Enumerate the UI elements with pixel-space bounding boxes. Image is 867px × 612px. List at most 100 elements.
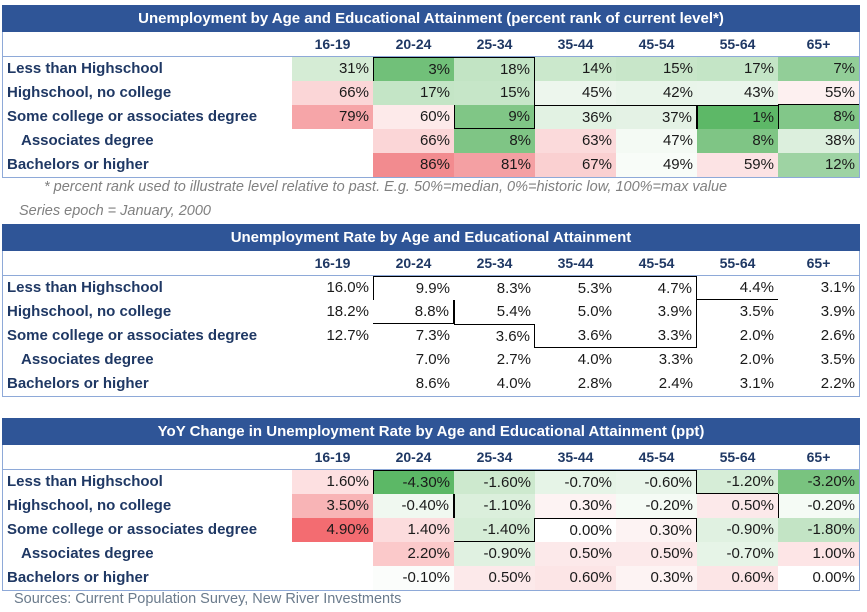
data-cell: 5.0%: [577, 303, 612, 320]
column-header: 65+: [806, 255, 831, 271]
rate-table-body: 16-19 20-24 25-34 35-44 45-54 55-64 65+ Less th…: [2, 251, 860, 397]
column-header: 55-64: [719, 36, 756, 52]
header-spacer: [3, 251, 292, 275]
data-cell: 0.30%: [616, 518, 697, 542]
row-label: Associates degree: [21, 351, 154, 368]
data-cell: -0.90%: [697, 518, 778, 542]
data-cell: 81%: [454, 153, 535, 177]
data-cell: 55%: [778, 81, 859, 105]
column-header: 20-24: [395, 449, 432, 465]
data-cell: 3.6%: [454, 324, 535, 348]
data-cell: 12%: [778, 153, 859, 177]
data-cell: 2.7%: [496, 351, 531, 368]
column-header: 16-19: [314, 36, 351, 52]
row-label: Some college or associates degree: [7, 521, 258, 538]
column-header: 16-19: [314, 255, 351, 271]
data-cell: [292, 348, 373, 372]
column-header: 45-54: [638, 36, 675, 52]
data-cell: 0.60%: [697, 566, 778, 590]
data-cell: 2.0%: [739, 351, 774, 368]
column-header-row: 16-19 20-24 25-34 35-44 45-54 55-64 65+: [3, 251, 859, 275]
data-cell: 3.5%: [739, 303, 774, 320]
column-header-row: 16-19 20-24 25-34 35-44 45-54 55-64 65+: [3, 445, 859, 469]
data-cell: 12.7%: [326, 327, 369, 344]
data-cell: 5.4%: [454, 300, 535, 324]
data-cell: -1.60%: [454, 470, 535, 494]
table-row: Less than Highschool 1.60% -4.30% -1.60% -0.…: [3, 469, 859, 494]
table-row: Associates degree 7.0% 2.7% 4.0% 3.3% 2.0% 3.5…: [3, 348, 859, 372]
row-label: Bachelors or higher: [7, 569, 149, 586]
table-row: Some college or associates degree 12.7% 7.…: [3, 324, 859, 348]
data-cell: 3.6%: [535, 324, 616, 348]
column-header: 45-54: [638, 255, 675, 271]
column-header: 25-34: [476, 255, 513, 271]
data-cell: 0.00%: [778, 566, 859, 590]
column-header: 35-44: [557, 255, 594, 271]
data-cell: 8.8%: [373, 300, 454, 324]
row-label: Less than Highschool: [7, 473, 163, 490]
data-cell: 18.2%: [326, 303, 369, 320]
data-cell: [292, 542, 373, 566]
data-cell: 18%: [454, 57, 535, 81]
column-header: 20-24: [395, 36, 432, 52]
table-row: Some college or associates degree 79% 60% 9…: [3, 105, 859, 129]
data-cell: 47%: [616, 129, 697, 153]
row-label: Bachelors or higher: [7, 375, 149, 392]
data-cell: 2.20%: [373, 542, 454, 566]
data-cell: 67%: [535, 153, 616, 177]
data-cell: [292, 129, 373, 153]
data-cell: -0.40%: [373, 494, 454, 518]
data-cell: 17%: [697, 57, 778, 81]
row-label: Highschool, no college: [7, 84, 172, 101]
data-cell: 3.50%: [292, 494, 373, 518]
source-note: Sources: Current Population Survey, New …: [14, 591, 402, 607]
table-row: Highschool, no college 66% 17% 15% 45% 42% 43%…: [3, 81, 859, 105]
data-cell: -1.20%: [697, 470, 778, 494]
data-cell: -0.70%: [697, 542, 778, 566]
data-cell: -4.30%: [373, 470, 454, 494]
data-cell: 31%: [292, 57, 373, 81]
rate-table-title: Unemployment Rate by Age and Educational…: [2, 224, 860, 251]
data-cell: 7%: [778, 57, 859, 81]
data-cell: 2.0%: [739, 327, 774, 344]
data-cell: 3.1%: [820, 279, 855, 296]
column-header: 35-44: [557, 449, 594, 465]
data-cell: 3.3%: [658, 351, 693, 368]
data-cell: 0.50%: [454, 566, 535, 590]
data-cell: 8%: [454, 129, 535, 153]
data-cell: 9.9%: [373, 276, 454, 300]
rank-table-body: 16-19 20-24 25-34 35-44 45-54 55-64 65+ Less th…: [2, 32, 860, 178]
data-cell: -0.60%: [616, 470, 697, 494]
column-header: 55-64: [719, 255, 756, 271]
data-cell: 59%: [697, 153, 778, 177]
row-label: Associates degree: [21, 545, 154, 562]
data-cell: 3%: [373, 57, 454, 81]
column-header: 25-34: [476, 449, 513, 465]
yoy-table: YoY Change in Unemployment Rate by Age a…: [2, 418, 860, 591]
row-label: Associates degree: [21, 132, 154, 149]
data-cell: 4.0%: [496, 375, 531, 392]
yoy-table-title: YoY Change in Unemployment Rate by Age a…: [2, 418, 860, 445]
data-cell: 0.50%: [697, 494, 778, 518]
data-cell: 37%: [616, 105, 697, 129]
row-label: Less than Highschool: [7, 279, 163, 296]
data-cell: 86%: [373, 153, 454, 177]
data-cell: 8%: [778, 105, 859, 129]
table-row: Bachelors or higher 8.6% 4.0% 2.8% 2.4% 3.1% 2…: [3, 372, 859, 396]
data-cell: [292, 372, 373, 396]
data-cell: 8.3%: [454, 276, 535, 300]
header-spacer: [3, 445, 292, 469]
data-cell: 2.2%: [820, 375, 855, 392]
yoy-table-body: 16-19 20-24 25-34 35-44 45-54 55-64 65+ Less th…: [2, 445, 860, 591]
data-cell: 66%: [373, 129, 454, 153]
column-header: 25-34: [476, 36, 513, 52]
rank-footnote: * percent rank used to illustrate level …: [44, 179, 728, 195]
data-cell: 1.00%: [778, 542, 859, 566]
data-cell: 7.3%: [415, 327, 450, 344]
row-label: Some college or associates degree: [7, 108, 258, 125]
data-cell: 1%: [697, 105, 778, 129]
data-cell: 4.4%: [697, 276, 778, 300]
rate-table: Unemployment Rate by Age and Educational…: [2, 224, 860, 397]
table-row: Associates degree 2.20% -0.90% 0.50% 0.50% -0…: [3, 542, 859, 566]
data-cell: 5.3%: [535, 276, 616, 300]
